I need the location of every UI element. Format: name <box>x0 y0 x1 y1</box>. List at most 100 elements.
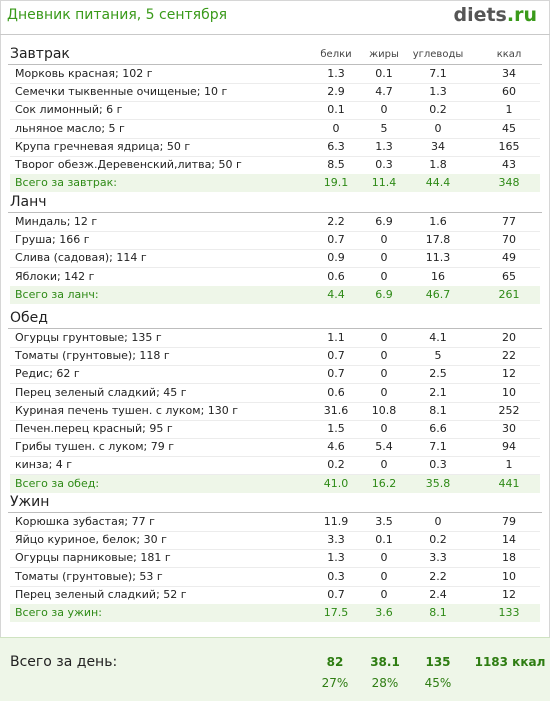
food-row[interactable]: Перец зеленый сладкий; 45 г 0.6 0 2.1 10 <box>10 384 540 403</box>
total-label: Всего за ужин: <box>15 606 102 619</box>
col-fats: жиры <box>369 49 399 60</box>
kcal-value: 20 <box>502 331 516 344</box>
proteins-value: 1.3 <box>327 67 345 80</box>
fats-value: 0 <box>380 385 388 399</box>
food-row[interactable]: Сок лимонный; 6 г 0.1 0 0.2 1 <box>10 101 540 121</box>
proteins-value: 0.6 <box>327 385 345 399</box>
kcal-value: 12 <box>502 587 516 601</box>
fats-value: 10.8 <box>371 403 397 417</box>
fats-value: 0 <box>380 422 388 435</box>
fats-value: 4.7 <box>375 85 393 99</box>
food-row[interactable]: Крупа гречневая ядрица; 50 г 6.3 1.3 34 165 <box>10 138 540 157</box>
carbs-value: 0.3 <box>429 458 447 472</box>
food-name: Груша; 166 г <box>15 233 90 247</box>
kcal-value: 1 <box>505 103 513 117</box>
fats-value: 0 <box>380 458 388 472</box>
carbs-value: 0 <box>434 121 442 135</box>
col-proteins: белки <box>320 49 352 60</box>
food-row[interactable]: Слива (садовая); 114 г 0.9 0 11.3 49 <box>10 249 540 269</box>
food-row[interactable]: Корюшка зубастая; 77 г 11.9 3.5 0 79 <box>10 513 540 532</box>
kcal-value: 1 <box>505 458 513 472</box>
fats-value: 0 <box>380 551 388 565</box>
food-row[interactable]: Морковь красная; 102 г 1.3 0.1 7.1 34 <box>10 65 540 84</box>
food-row[interactable]: Семечки тыквенные очищеные; 10 г 2.9 4.7 1.… <box>10 83 540 103</box>
food-name: Яйцо куриное, белок; 30 г <box>15 533 167 547</box>
carbs-value: 1.8 <box>429 158 447 171</box>
meal-title: Завтрак <box>10 46 70 62</box>
fats-value: 5 <box>380 121 388 135</box>
food-row[interactable]: льняное масло; 5 г 0 5 0 45 <box>10 120 540 139</box>
meal-divider <box>8 512 542 513</box>
kcal-value: 10 <box>502 385 516 399</box>
food-row[interactable]: Миндаль; 12 г 2.2 6.9 1.6 77 <box>10 213 540 232</box>
carbs-value: 2.1 <box>429 385 447 399</box>
food-row[interactable]: Томаты (грунтовые); 53 г 0.3 0 2.2 10 <box>10 568 540 587</box>
proteins-value: 0.1 <box>327 103 345 117</box>
food-row[interactable]: Яблоки; 142 г 0.6 0 16 65 <box>10 268 540 287</box>
kcal-value: 45 <box>502 121 516 135</box>
food-name: Куриная печень тушен. с луком; 130 г <box>15 403 239 417</box>
carbs-value: 34 <box>431 139 445 153</box>
fats-value: 0.1 <box>375 67 393 80</box>
food-row[interactable]: Груша; 166 г 0.7 0 17.8 70 <box>10 231 540 251</box>
total-label: Всего за ланч: <box>15 287 99 301</box>
food-row[interactable]: Огурцы грунтовые; 135 г 1.1 0 4.1 20 <box>10 329 540 348</box>
kcal-value: 49 <box>502 251 516 265</box>
day-percent-fats: 28% <box>371 676 399 690</box>
proteins-value: 3.3 <box>327 533 345 547</box>
carbs-value: 6.6 <box>429 422 447 435</box>
proteins-value: 6.3 <box>327 139 345 153</box>
meal-total-row: Всего за обед: 41.0 16.2 35.8 441 <box>10 474 540 493</box>
meal-total-row: Всего за ланч: 4.4 6.9 46.7 261 <box>10 285 540 304</box>
kcal-value: 14 <box>502 533 516 547</box>
fats-value: 3.5 <box>375 515 393 528</box>
carbs-value: 8.1 <box>429 606 447 619</box>
food-name: Миндаль; 12 г <box>15 215 98 228</box>
food-name: Слива (садовая); 114 г <box>15 251 147 265</box>
food-row[interactable]: Куриная печень тушен. с луком; 130 г 31.6… <box>10 402 540 421</box>
kcal-value: 133 <box>498 606 520 619</box>
meal-total-row: Всего за завтрак: 19.1 11.4 44.4 348 <box>10 174 540 193</box>
fats-value: 6.9 <box>375 215 393 228</box>
proteins-value: 0.9 <box>327 251 345 265</box>
kcal-value: 261 <box>498 287 520 301</box>
proteins-value: 4.4 <box>327 287 345 301</box>
page-title: Дневник питания, 5 сентября <box>7 7 228 23</box>
carbs-value: 8.1 <box>429 403 447 417</box>
food-row[interactable]: Творог обезж.Деревенский,литва; 50 г 8.5 0… <box>10 156 540 175</box>
food-row[interactable]: Огурцы парниковые; 181 г 1.3 0 3.3 18 <box>10 549 540 569</box>
carbs-value: 46.7 <box>425 287 451 301</box>
day-total-carbs: 135 <box>425 655 451 669</box>
food-name: Печен.перец красный; 95 г <box>15 422 173 435</box>
food-row[interactable]: Редис; 62 г 0.7 0 2.5 12 <box>10 365 540 385</box>
meal-title: Ужин <box>10 494 50 510</box>
kcal-value: 43 <box>502 158 516 171</box>
food-row[interactable]: Томаты (грунтовые); 118 г 0.7 0 5 22 <box>10 347 540 367</box>
site-logo[interactable]: diets.ru <box>453 4 537 26</box>
proteins-value: 1.5 <box>327 422 345 435</box>
carbs-value: 2.4 <box>429 587 447 601</box>
food-name: Редис; 62 г <box>15 367 80 381</box>
carbs-value: 7.1 <box>429 67 447 80</box>
day-total-fats: 38.1 <box>370 655 400 669</box>
food-row[interactable]: Печен.перец красный; 95 г 1.5 0 6.6 30 <box>10 420 540 439</box>
kcal-value: 30 <box>502 422 516 435</box>
fats-value: 0.1 <box>375 533 393 547</box>
fats-value: 0 <box>380 587 388 601</box>
proteins-value: 0.2 <box>327 458 345 472</box>
carbs-value: 0 <box>434 515 442 528</box>
fats-value: 11.4 <box>371 176 397 190</box>
carbs-value: 1.3 <box>429 85 447 99</box>
proteins-value: 1.1 <box>327 331 345 344</box>
food-row[interactable]: Яйцо куриное, белок; 30 г 3.3 0.1 0.2 14 <box>10 531 540 551</box>
meal-title: Обед <box>10 310 48 326</box>
total-label: Всего за обед: <box>15 476 100 490</box>
proteins-value: 0.7 <box>327 349 345 363</box>
fats-value: 6.9 <box>375 287 393 301</box>
header-divider <box>0 34 550 35</box>
food-row[interactable]: Перец зеленый сладкий; 52 г 0.7 0 2.4 12 <box>10 586 540 605</box>
food-name: Семечки тыквенные очищеные; 10 г <box>15 85 228 99</box>
fats-value: 0 <box>380 103 388 117</box>
food-row[interactable]: кинза; 4 г 0.2 0 0.3 1 <box>10 456 540 476</box>
food-row[interactable]: Грибы тушен. с луком; 79 г 4.6 5.4 7.1 94 <box>10 438 540 458</box>
